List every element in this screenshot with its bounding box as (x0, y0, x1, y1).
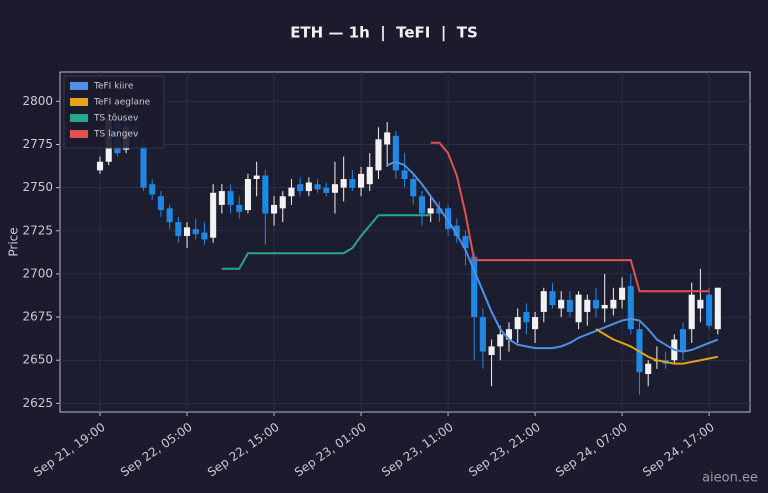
chart-title: ETH — 1h | TeFI | TS (290, 24, 478, 43)
legend-swatch (70, 98, 88, 106)
y-tick-label: 2775 (22, 137, 53, 151)
candle-body (575, 294, 582, 323)
legend-swatch (70, 130, 88, 138)
candle-body (610, 299, 617, 309)
candle-body (271, 204, 278, 214)
candle-body (392, 135, 399, 171)
candle-body (479, 317, 486, 352)
candle-body (262, 175, 269, 214)
overlay-line (430, 141, 710, 293)
x-tick-label: Sep 22, 05:00 (118, 420, 195, 480)
legend-label: TS tõusev (93, 114, 139, 124)
candle-body (549, 291, 556, 305)
candle-body (288, 187, 295, 197)
candle-body (566, 299, 573, 312)
legend-label: TeFI kiire (93, 82, 134, 92)
y-tick-label: 2675 (22, 310, 53, 324)
legend-swatch (70, 82, 88, 90)
candle-body (279, 196, 286, 209)
x-tick-label: Sep 23, 01:00 (292, 420, 369, 480)
candle-body (96, 161, 104, 171)
candle-body (514, 317, 521, 330)
y-tick-label: 2800 (22, 94, 53, 108)
candle-body (706, 294, 713, 326)
y-tick-label: 2750 (22, 180, 53, 194)
overlay-line (386, 160, 719, 353)
legend-swatch (70, 114, 88, 122)
candle-body (201, 232, 208, 240)
x-tick-label: Sep 22, 15:00 (205, 420, 282, 480)
candle-body (166, 208, 173, 223)
candle-body (679, 329, 687, 352)
candle-body (314, 184, 321, 190)
candle-body (323, 187, 330, 193)
candle-body (688, 294, 695, 330)
candle-body (340, 179, 347, 188)
legend-label: TeFI aeglane (93, 98, 151, 108)
candle-body (523, 311, 530, 323)
candle-body (366, 166, 373, 185)
legend-label: TS langev (93, 130, 139, 140)
legend: TeFI kiire TeFI aeglane TS tõusev TS langev (63, 75, 165, 149)
plot-area (59, 71, 751, 413)
candle-body (445, 208, 452, 230)
overlay-line (221, 214, 431, 270)
x-tick-label: Sep 23, 21:00 (466, 420, 543, 480)
candle-body (540, 291, 547, 312)
x-tick-label: Sep 24, 07:00 (553, 420, 630, 480)
candle-body (192, 229, 199, 235)
candle-body (627, 286, 634, 330)
candle-body (462, 235, 469, 249)
candle-body (471, 256, 478, 318)
candle-body (427, 208, 434, 214)
candle-body (505, 329, 513, 340)
candle-body (436, 208, 443, 214)
candle-body (401, 170, 408, 180)
candle-body (183, 227, 191, 236)
candle-body (210, 192, 217, 238)
candle-body (584, 299, 591, 312)
candle-body (375, 139, 382, 171)
overlay-line (595, 328, 719, 365)
y-tick-label: 2700 (22, 266, 53, 280)
candle-body (619, 287, 626, 300)
candle-body (297, 184, 304, 192)
candle-body (497, 334, 504, 347)
candle-body (349, 179, 356, 188)
candle-body (488, 346, 495, 356)
candle-body (157, 196, 164, 211)
candle-body (149, 184, 156, 195)
candle-body (532, 317, 539, 330)
candle-body (140, 144, 147, 188)
candle-body (410, 179, 417, 197)
candle-body (714, 287, 721, 330)
candle-body (236, 204, 243, 212)
candle-body (227, 191, 234, 205)
x-tick-label: Sep 23, 11:00 (379, 420, 456, 480)
candle-body (601, 304, 608, 309)
candle-body (558, 299, 565, 309)
candle-body (253, 175, 260, 180)
candle-body (384, 132, 391, 145)
candle-body (592, 299, 600, 309)
candle-body (244, 179, 251, 211)
watermark: aieon.ee (702, 471, 758, 486)
candle-body (418, 196, 426, 214)
x-tick-label: Sep 21, 19:00 (31, 420, 108, 480)
y-tick-label: 2650 (22, 353, 53, 367)
candle-body (697, 299, 704, 309)
candle-body (645, 363, 652, 375)
candle-body (218, 191, 225, 205)
y-tick-label: 2725 (22, 223, 53, 237)
candle-body (453, 225, 460, 236)
candle-body (331, 184, 339, 193)
candle-body (305, 182, 312, 192)
candle-body (175, 222, 182, 236)
y-tick-label: 2625 (22, 396, 53, 410)
candle-body (358, 173, 365, 188)
y-axis-label: Price (7, 227, 21, 256)
